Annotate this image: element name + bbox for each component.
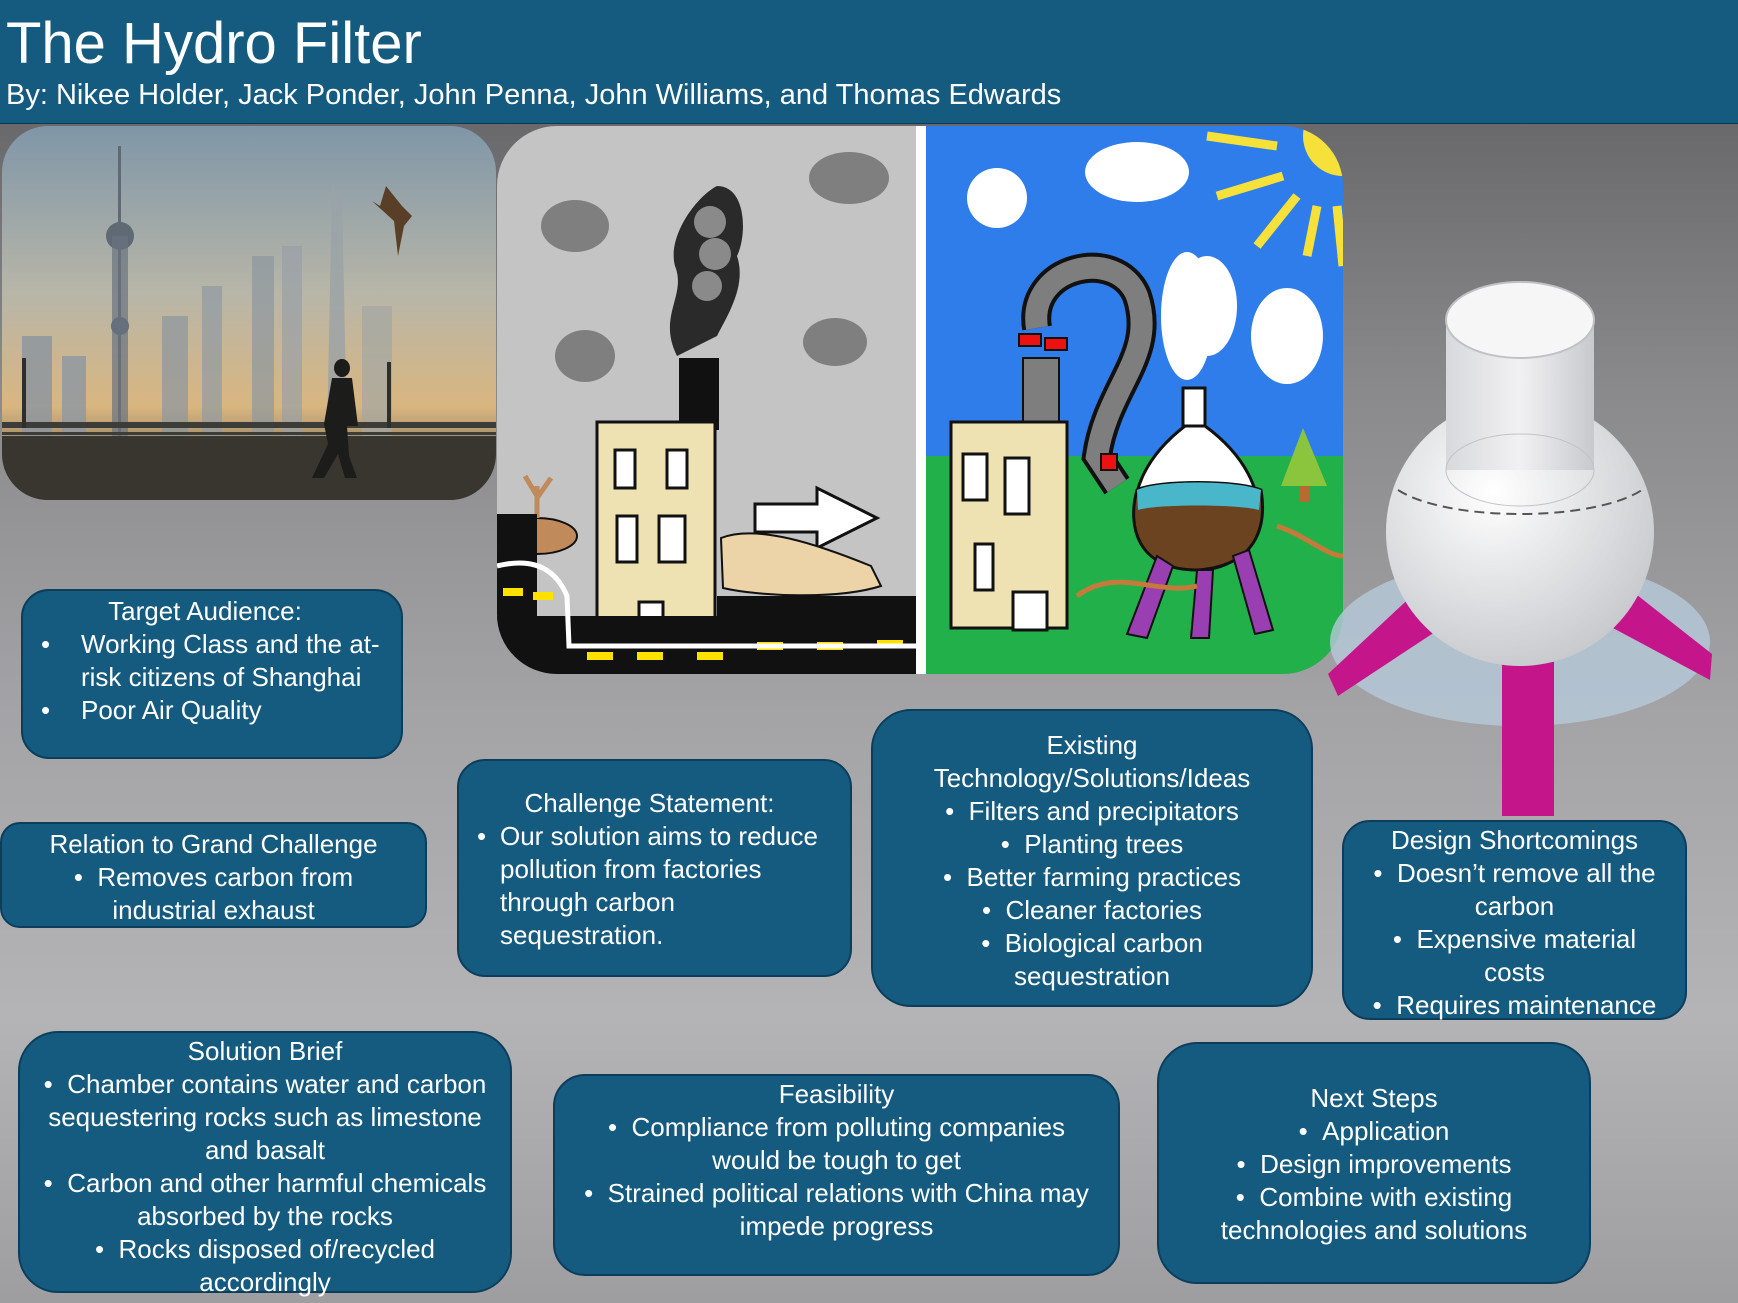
challenge-statement-box: Challenge Statement: Our solution aims t… [457, 759, 852, 977]
list-item: Planting trees [1001, 829, 1184, 859]
grand-challenge-heading: Relation to Grand Challenge [49, 829, 378, 859]
smoggy-skyline-photo [2, 126, 496, 500]
list-item: Chamber contains water and carbon seques… [44, 1069, 487, 1165]
design-shortcomings-heading: Design Shortcomings [1390, 825, 1639, 855]
target-audience-list: Working Class and the at-risk citizens o… [23, 628, 387, 727]
feasibility-heading: Feasibility [778, 1079, 895, 1109]
list-item: Carbon and other harmful chemicals absor… [44, 1168, 487, 1231]
grand-challenge-box: Relation to Grand Challenge Removes carb… [0, 822, 427, 928]
factory-before-after-drawing [497, 126, 1343, 674]
list-item: Rocks disposed of/recycled accordingly [95, 1234, 435, 1297]
grand-challenge-list: Removes carbon from industrial exhaust [2, 861, 425, 927]
list-item: Working Class and the at-risk citizens o… [23, 628, 387, 694]
feasibility-list: Compliance from polluting companies woul… [555, 1111, 1118, 1243]
target-audience-box: Target Audience: Working Class and the a… [21, 589, 403, 759]
list-item: Biological carbon sequestration [981, 928, 1203, 991]
list-item: Doesn’t remove all the carbon [1373, 858, 1655, 921]
authors-line: By: Nikee Holder, Jack Ponder, John Penn… [6, 79, 1062, 111]
feasibility-box: Feasibility Compliance from polluting co… [553, 1074, 1120, 1276]
target-audience-heading: Target Audience: [108, 596, 302, 626]
poster-title: The Hydro Filter [6, 11, 422, 76]
hydro-filter-3d-model [1328, 260, 1712, 820]
list-item: Design improvements [1237, 1149, 1512, 1179]
next-steps-heading: Next Steps [1310, 1083, 1438, 1113]
existing-technology-heading: Existing Technology/Solutions/Ideas [933, 730, 1251, 793]
list-item: Cleaner factories [982, 895, 1202, 925]
list-item: Compliance from polluting companies woul… [608, 1112, 1065, 1175]
list-item: Poor Air Quality [23, 694, 387, 727]
next-steps-box: Next Steps Application Design improvemen… [1157, 1042, 1591, 1284]
title-banner: The Hydro Filter By: Nikee Holder, Jack … [0, 0, 1738, 124]
challenge-statement-list: Our solution aims to reduce pollution fr… [459, 820, 840, 952]
solution-brief-box: Solution Brief Chamber contains water an… [18, 1031, 512, 1297]
existing-technology-list: Filters and precipitators Planting trees… [873, 795, 1311, 993]
list-item: Our solution aims to reduce pollution fr… [459, 820, 840, 952]
solution-brief-heading: Solution Brief [187, 1036, 343, 1066]
list-item: Application [1299, 1116, 1450, 1146]
existing-technology-box: Existing Technology/Solutions/Ideas Filt… [871, 709, 1313, 1007]
list-item: Strained political relations with China … [584, 1178, 1089, 1241]
list-item: Expensive material costs [1393, 924, 1636, 987]
list-item: Better farming practices [943, 862, 1241, 892]
design-shortcomings-list: Doesn’t remove all the carbon Expensive … [1344, 857, 1685, 1022]
next-steps-list: Application Design improvements Combine … [1159, 1115, 1589, 1247]
list-item: Requires maintenance [1373, 990, 1657, 1020]
list-item: Removes carbon from industrial exhaust [74, 862, 353, 925]
design-shortcomings-box: Design Shortcomings Doesn’t remove all t… [1342, 820, 1687, 1020]
solution-brief-list: Chamber contains water and carbon seques… [20, 1068, 510, 1299]
list-item: Filters and precipitators [945, 796, 1239, 826]
challenge-statement-heading: Challenge Statement: [524, 788, 775, 818]
list-item: Combine with existing technologies and s… [1221, 1182, 1527, 1245]
